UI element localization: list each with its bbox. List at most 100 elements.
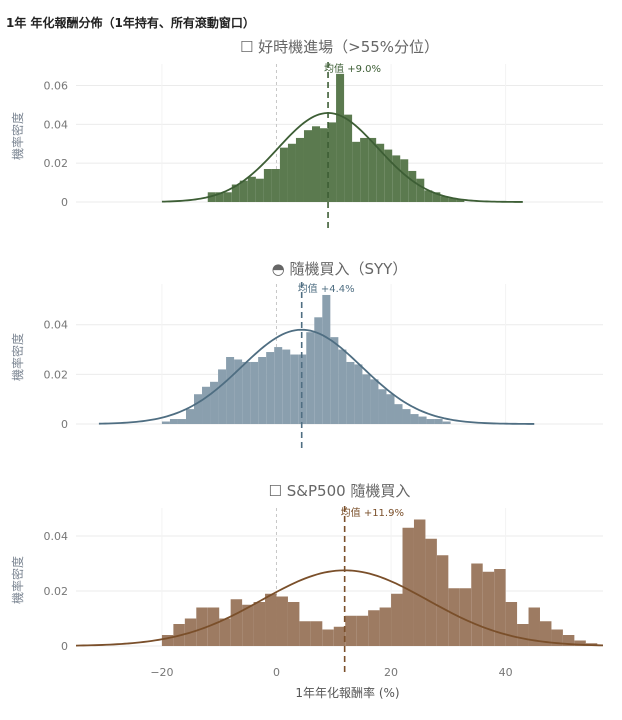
- histogram-bar: [161, 421, 170, 424]
- histogram-bar: [517, 624, 529, 646]
- x-tick-label: 0: [273, 666, 280, 679]
- mean-label: 均值 +11.9%: [341, 506, 404, 519]
- histogram-bar: [345, 615, 357, 646]
- histogram-bar: [274, 347, 283, 424]
- histogram-bar: [287, 143, 296, 202]
- page-title: 1年 年化報酬分佈（1年持有、所有滾動窗口）: [6, 16, 255, 30]
- histogram-bar: [276, 596, 288, 646]
- histogram-bar: [219, 618, 231, 646]
- histogram-bar: [352, 141, 361, 202]
- chart-panel-2: 0 0.02 0.04 均值 +4.4% ◓ 隨機買入（SYY） 機率密度: [10, 260, 603, 452]
- histogram-bar: [426, 419, 435, 424]
- histogram-bar: [336, 73, 345, 202]
- histogram-bar: [226, 357, 235, 424]
- panel-title: ☐ 好時機進場（>55%分位）: [240, 38, 439, 56]
- histogram-bar: [448, 198, 457, 202]
- histogram-bar: [448, 588, 460, 646]
- x-tick-label: 40: [499, 666, 513, 679]
- histogram-bar: [392, 155, 401, 202]
- histogram-bar: [432, 192, 441, 202]
- histogram-bar: [299, 621, 311, 646]
- y-tick-label: 0.02: [44, 585, 69, 598]
- histogram-bar: [402, 527, 414, 646]
- y-axis-title: 機率密度: [10, 112, 25, 160]
- histogram-bar: [562, 635, 575, 646]
- histogram-bar: [391, 593, 403, 646]
- histogram-bar: [338, 349, 347, 424]
- chart-panel-1: 0 0.02 0.04 0.06 均值 +9.0% ☐ 好時機進場（>55%分位） 機率密度: [10, 38, 603, 230]
- histogram-bar: [322, 294, 331, 424]
- histogram-bar: [223, 192, 232, 202]
- y-tick-label: 0: [61, 640, 68, 653]
- histogram-bar: [442, 421, 451, 424]
- histogram-bar: [306, 332, 315, 424]
- histogram-bar: [265, 593, 277, 646]
- histogram-bar: [333, 626, 346, 646]
- histogram-bar: [290, 354, 299, 424]
- panel-title: ☐ S&P500 隨機買入: [269, 482, 411, 500]
- y-tick-label: 0.02: [44, 368, 69, 381]
- histogram-bar: [416, 178, 425, 202]
- histogram-bar: [215, 192, 224, 202]
- histogram-bar: [328, 122, 337, 202]
- histogram-bar: [250, 361, 259, 424]
- histogram-bar: [210, 381, 219, 424]
- mean-label: 均值 +4.4%: [298, 282, 355, 295]
- histogram-bar: [384, 149, 393, 202]
- histogram-bar: [202, 386, 211, 424]
- histogram-bar: [356, 615, 369, 646]
- histogram-bar: [330, 337, 339, 424]
- histogram-bar: [271, 169, 280, 202]
- histogram-bar: [539, 621, 552, 646]
- histogram-bar: [368, 610, 380, 646]
- x-tick-label: 20: [384, 666, 398, 679]
- histogram-bar: [378, 389, 387, 424]
- y-tick-label: 0: [61, 196, 68, 209]
- histogram-bar: [177, 419, 186, 424]
- histogram-bar: [258, 357, 267, 424]
- histogram-bar: [185, 409, 195, 424]
- histogram-bar: [362, 374, 371, 424]
- histogram-bar: [394, 404, 403, 424]
- histogram-bar: [279, 147, 288, 202]
- histogram-bar: [376, 143, 385, 202]
- histogram-bar: [528, 607, 540, 646]
- histogram-bar: [436, 555, 449, 646]
- histogram-bar: [287, 602, 300, 646]
- histogram-bar: [230, 599, 243, 646]
- histogram-bar: [551, 629, 563, 646]
- histogram-bar: [242, 361, 251, 424]
- histogram-bar: [456, 199, 465, 202]
- mean-label: 均值 +9.0%: [324, 62, 381, 75]
- panel-title: ◓ 隨機買入（SYY）: [272, 260, 408, 278]
- kde-curve: [161, 112, 523, 203]
- x-tick-label: −20: [150, 666, 173, 679]
- histogram-bar: [282, 349, 291, 424]
- histogram-bar: [360, 137, 369, 202]
- histogram-bar: [161, 635, 174, 646]
- histogram-bar: [440, 196, 449, 202]
- histogram-bar: [207, 192, 216, 202]
- histogram-bar: [298, 354, 307, 424]
- histogram-bar: [207, 607, 220, 646]
- histogram-bar: [379, 607, 392, 646]
- histogram-bar: [354, 364, 363, 424]
- y-axis-title: 機率密度: [10, 556, 25, 604]
- histogram-bar: [312, 126, 321, 202]
- x-axis-title: 1年年化報酬率 (%): [295, 685, 399, 700]
- histogram-bar: [505, 602, 518, 646]
- histogram-bar: [231, 184, 240, 202]
- kde-curve: [98, 328, 535, 425]
- histogram-bar: [303, 130, 313, 202]
- histogram-bar: [408, 170, 417, 202]
- histogram-bar: [574, 640, 586, 646]
- histogram-bar: [434, 419, 443, 424]
- histogram-bar: [253, 602, 266, 646]
- histogram-bar: [169, 419, 178, 424]
- histogram-bar: [368, 137, 377, 202]
- histogram-bar: [386, 394, 395, 424]
- histogram-bar: [344, 114, 353, 202]
- histogram-bar: [425, 538, 437, 646]
- histogram-bar: [314, 317, 323, 424]
